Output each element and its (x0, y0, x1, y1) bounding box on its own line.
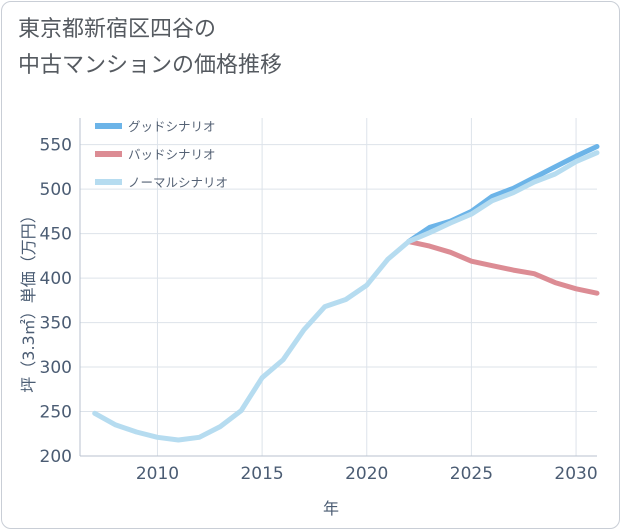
x-tick-label: 2025 (450, 464, 493, 484)
y-tick-label: 250 (40, 403, 72, 423)
y-tick-label: 200 (40, 447, 72, 467)
x-tick-label: 2020 (345, 464, 388, 484)
series-lines (92, 144, 600, 443)
y-axis-title: 坪（3.3㎡）単価（万円） (19, 207, 38, 392)
x-tick-labels: 2010 2015 2020 2025 2030 (136, 464, 598, 484)
y-tick-label: 300 (40, 358, 72, 378)
x-tick-label: 2015 (240, 464, 283, 484)
chart-title-line2: 中古マンションの価格推移 (18, 53, 283, 78)
normal-scenario-line (92, 150, 600, 443)
bad-scenario-line (406, 239, 600, 296)
y-tick-label: 550 (40, 136, 72, 156)
y-tick-label: 400 (40, 269, 72, 289)
legend-bad-label: バッドシナリオ (128, 147, 216, 162)
axes (79, 118, 597, 457)
legend-good-label: グッドシナリオ (128, 119, 216, 134)
plot-area (80, 118, 597, 456)
x-axis-title: 年 (323, 499, 339, 518)
y-tick-label: 350 (40, 314, 72, 334)
x-tick-label: 2010 (136, 464, 179, 484)
y-tick-label: 450 (40, 225, 72, 245)
chart-title-line1: 東京都新宿区四谷の (18, 17, 217, 42)
legend-normal-label: ノーマルシナリオ (128, 175, 228, 190)
chart-title: 東京都新宿区四谷の 中古マンションの価格推移 (18, 12, 282, 84)
y-tick-label: 500 (40, 180, 72, 200)
x-tick-label: 2030 (554, 464, 597, 484)
y-tick-labels: 200 250 300 350 400 450 500 550 (40, 136, 72, 467)
good-scenario-line (406, 144, 600, 245)
